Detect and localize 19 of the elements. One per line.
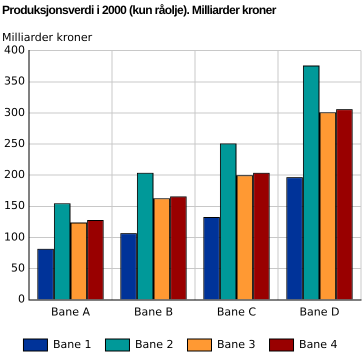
x-tick-label: Bane B — [134, 305, 174, 318]
x-tick-label: Bane D — [300, 305, 340, 318]
x-tick-label: Bane C — [216, 305, 256, 318]
y-tick-label: 100 — [4, 230, 25, 244]
y-tick-label: 0 — [18, 292, 25, 306]
y-tick-label: 50 — [10, 262, 25, 275]
y-tick-label: 300 — [4, 106, 25, 119]
y-tick-label: 200 — [4, 168, 25, 182]
chart-title: Produksjonsverdi i 2000 (kun råolje). Milliarder kroner — [2, 3, 276, 17]
y-tick-label: 250 — [4, 136, 25, 150]
y-tick-label: 150 — [4, 199, 25, 212]
y-axis-title: Milliarder kroner — [2, 31, 92, 44]
y-tick-label: 400 — [4, 43, 25, 56]
y-tick-label: 350 — [4, 74, 25, 88]
legend-label: Bane 3 — [217, 338, 256, 351]
legend-label: Bane 4 — [299, 338, 338, 351]
legend-label: Bane 1 — [52, 338, 92, 351]
legend-label: Bane 2 — [134, 338, 174, 351]
x-tick-label: Bane A — [50, 305, 90, 318]
